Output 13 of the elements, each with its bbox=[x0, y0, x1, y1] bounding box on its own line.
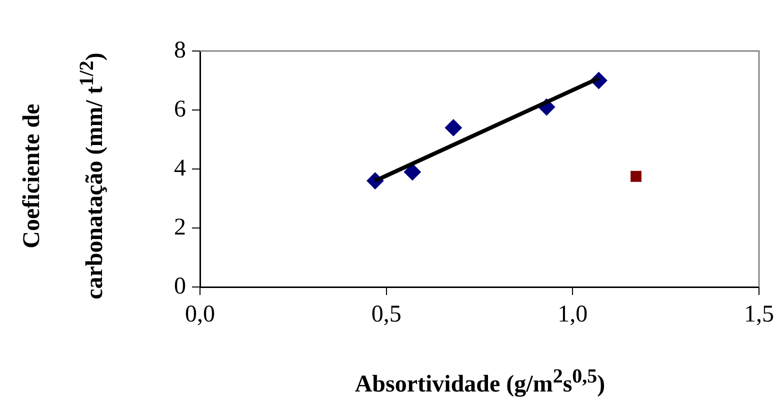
point bbox=[444, 119, 462, 136]
x-axis-title: Absortividade (g/m$^{2}$s$^{0,5}$) bbox=[354, 366, 606, 398]
x-tick-label: 1,0 bbox=[558, 302, 588, 328]
y-tick-label: 0 bbox=[174, 273, 186, 300]
point bbox=[630, 170, 642, 182]
y-tick-label: 4 bbox=[174, 155, 186, 182]
x-tick-label: 0,0 bbox=[185, 302, 215, 328]
y-tick-label: 8 bbox=[174, 37, 186, 64]
x-tick-label: 0,5 bbox=[371, 302, 402, 328]
y-tick-label: 2 bbox=[174, 214, 186, 240]
x-tick-label: 1,5 bbox=[744, 302, 774, 328]
point bbox=[404, 163, 421, 180]
y-tick-label: 6 bbox=[174, 96, 186, 122]
